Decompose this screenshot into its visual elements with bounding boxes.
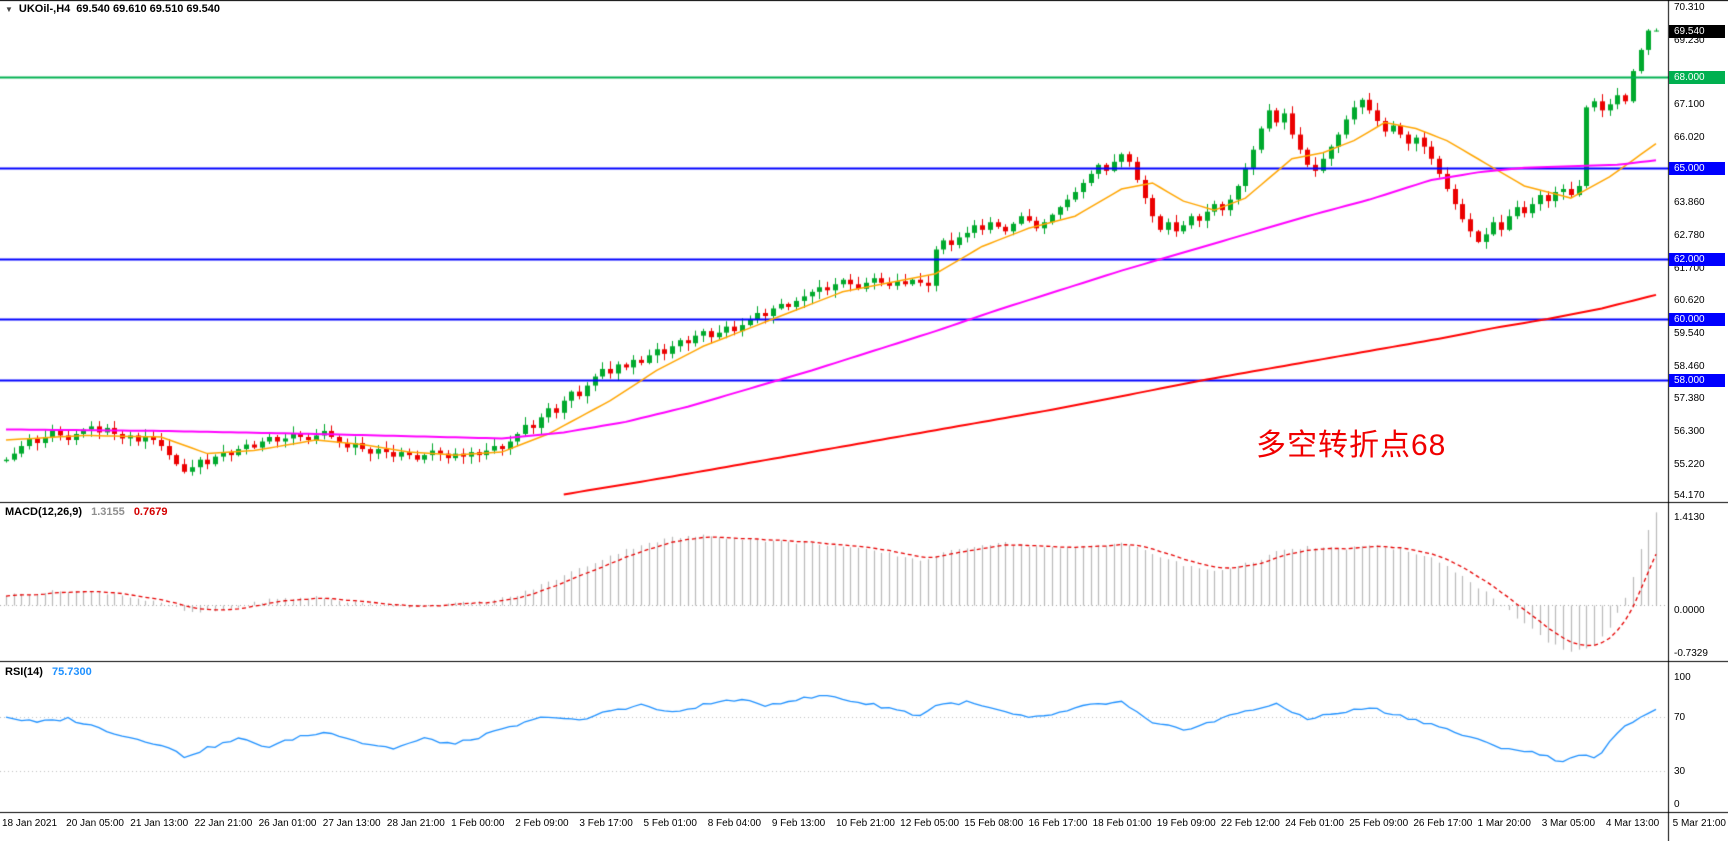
rsi-axis-tick: 30 [1674, 766, 1686, 778]
level-price-badge: 62.000 [1669, 252, 1725, 266]
time-axis-label: 20 Jan 05:00 [66, 818, 124, 829]
price-tick: 61.700 [1674, 262, 1705, 274]
price-tick: 70.310 [1674, 2, 1705, 14]
price-tick: 60.620 [1674, 295, 1705, 307]
current-price-badge: 69.540 [1669, 24, 1725, 38]
level-price-badge: 68.000 [1669, 71, 1725, 85]
rsi-value: 75.7300 [51, 666, 92, 678]
price-tick: 58.460 [1674, 360, 1705, 372]
time-axis-label: 18 Feb 01:00 [1092, 818, 1152, 829]
macd-axis-tick: 0.0000 [1674, 605, 1705, 617]
time-axis-label: 22 Feb 12:00 [1220, 818, 1280, 829]
time-axis-label: 26 Feb 17:00 [1413, 818, 1473, 829]
macd-axis-tick: -0.7329 [1674, 648, 1708, 659]
time-axis-label: 15 Feb 08:00 [964, 818, 1024, 829]
time-axis-label: 3 Mar 05:00 [1541, 818, 1596, 829]
rsi-axis-tick: 70 [1674, 712, 1686, 724]
time-axis-label: 19 Feb 09:00 [1156, 818, 1216, 829]
time-axis-label: 3 Feb 17:00 [579, 818, 633, 829]
time-axis[interactable]: 18 Jan 2021 20 Jan 05:00 21 Jan 13:00 22 Ja… [0, 814, 1728, 841]
price-tick: 67.100 [1674, 99, 1705, 111]
time-axis-label: 5 Mar 21:00 [1672, 818, 1726, 829]
price-tick: 54.170 [1674, 490, 1705, 502]
symbol-info-bar: ▼ UKOil-,H4 69.540 69.610 69.510 69.540 [5, 3, 220, 15]
time-axis-label: 12 Feb 05:00 [900, 818, 960, 829]
level-price-badge: 58.000 [1669, 373, 1725, 387]
price-axis[interactable]: 70.310 69.230 67.100 66.020 63.860 62.780 61.7… [1669, 0, 1728, 841]
rsi-axis-tick: 0 [1674, 799, 1680, 810]
price-tick: 55.220 [1674, 458, 1705, 470]
level-price-badge: 60.000 [1669, 313, 1725, 327]
time-axis-label: 10 Feb 21:00 [836, 818, 895, 829]
time-axis-label: 28 Jan 21:00 [386, 818, 445, 829]
time-axis-label: 26 Jan 01:00 [258, 818, 317, 829]
time-axis-label: 2 Feb 09:00 [515, 818, 569, 829]
macd-title: MACD(12,26,9) [5, 506, 83, 518]
symbol-timeframe-label: UKOil-,H4 [18, 3, 71, 15]
level-price-badge: 65.000 [1669, 161, 1725, 175]
macd-signal-value: 0.7679 [133, 506, 168, 518]
time-axis-label: 21 Jan 13:00 [130, 818, 189, 829]
time-axis-label: 4 Mar 13:00 [1605, 818, 1660, 829]
price-tick: 66.020 [1674, 131, 1705, 143]
rsi-indicator-label: RSI(14) 75.7300 [5, 666, 92, 678]
rsi-axis-tick: 100 [1674, 671, 1691, 683]
time-axis-label: 9 Feb 13:00 [771, 818, 826, 829]
price-tick: 56.300 [1674, 425, 1705, 437]
symbol-ohlc-values: 69.540 69.610 69.510 69.540 [76, 3, 221, 15]
time-axis-label: 1 Feb 00:00 [451, 818, 505, 829]
time-axis-label: 27 Jan 13:00 [322, 818, 381, 829]
price-tick: 63.860 [1674, 197, 1705, 209]
rsi-title: RSI(14) [5, 666, 43, 678]
time-axis-label: 18 Jan 2021 [2, 818, 58, 829]
time-axis-label: 5 Feb 01:00 [643, 818, 697, 829]
time-axis-label: 24 Feb 01:00 [1285, 818, 1344, 829]
time-axis-label: 22 Jan 21:00 [194, 818, 253, 829]
macd-axis-tick: 1.4130 [1674, 512, 1705, 524]
price-tick: 59.540 [1674, 327, 1705, 339]
price-tick: 57.380 [1674, 393, 1705, 405]
time-axis-label: 8 Feb 04:00 [707, 818, 762, 829]
time-axis-label: 1 Mar 20:00 [1477, 818, 1531, 829]
chevron-down-icon[interactable]: ▼ [5, 4, 13, 14]
price-tick: 69.230 [1674, 34, 1705, 46]
chart-annotation-text[interactable]: 多空转折点68 [1256, 429, 1447, 462]
macd-indicator-label: MACD(12,26,9) 1.3155 0.7679 [5, 506, 167, 518]
price-tick: 62.780 [1674, 229, 1705, 241]
macd-main-value: 1.3155 [91, 506, 125, 518]
time-axis-label: 25 Feb 09:00 [1349, 818, 1409, 829]
time-axis-label: 16 Feb 17:00 [1028, 818, 1088, 829]
